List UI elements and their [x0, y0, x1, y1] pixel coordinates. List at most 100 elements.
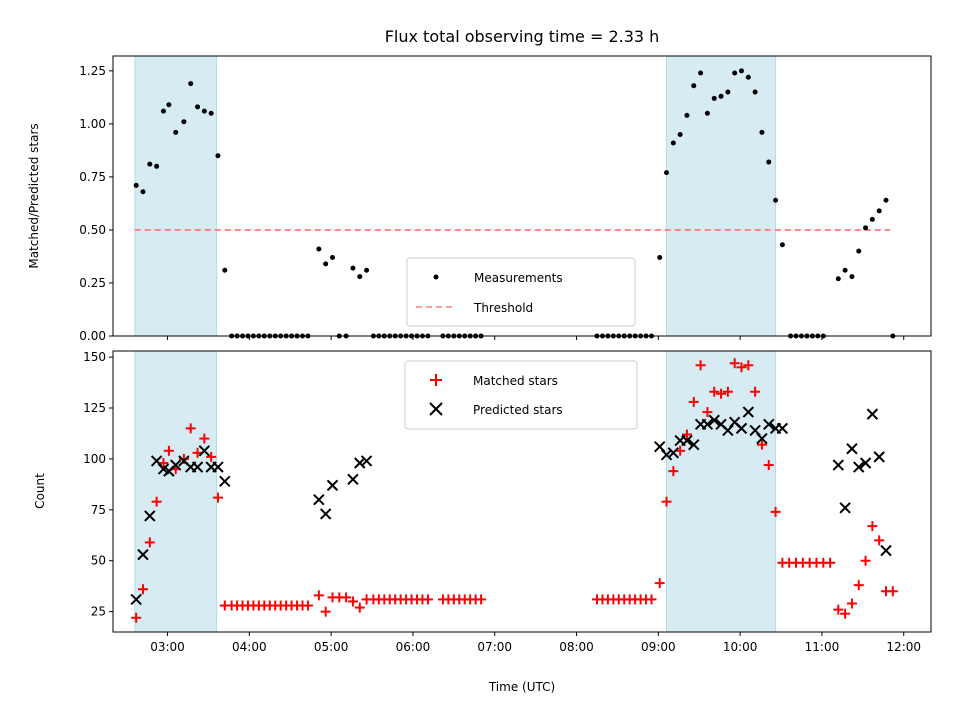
x-tick-label: 07:00	[477, 640, 512, 654]
y-tick-label: 100	[83, 452, 106, 466]
predicted-star-point	[212, 461, 224, 473]
measurement-point	[738, 68, 744, 74]
matched-star-point	[688, 396, 699, 407]
measurement-point	[725, 89, 731, 95]
measurement-point	[657, 255, 663, 261]
measurement-point	[147, 161, 153, 167]
predicted-star-point	[846, 443, 858, 455]
measurement-point	[208, 110, 214, 116]
matched-star-point	[770, 506, 781, 517]
measurement-point	[323, 261, 329, 267]
y-tick-label: 0.75	[79, 170, 106, 184]
predicted-star-point	[735, 422, 748, 435]
measurement-point	[745, 74, 751, 80]
predicted-star-point	[191, 461, 204, 473]
predicted-star-point	[313, 493, 325, 506]
matched-star-point	[206, 451, 217, 462]
matched-star-point	[750, 386, 761, 397]
y-tick-label: 0.50	[79, 223, 106, 237]
measurement-point	[842, 267, 848, 273]
matched-star-point	[131, 612, 142, 623]
predicted-star-point	[880, 544, 892, 557]
matched-star-point	[320, 606, 331, 617]
measurement-point	[677, 131, 683, 137]
matched-star-point	[840, 608, 851, 619]
measurement-point	[856, 248, 862, 254]
matched-star-point	[736, 362, 747, 373]
legend-label-matched: Matched stars	[473, 374, 558, 388]
legend-label-threshold: Threshold	[473, 301, 533, 315]
matched-star-point	[874, 535, 885, 546]
predicted-star-point	[144, 510, 156, 522]
y-tick-label: 0.00	[79, 329, 106, 343]
predicted-star-point	[853, 461, 865, 473]
matched-star-point	[212, 492, 223, 503]
measurement-point	[160, 108, 166, 114]
matched-star-point	[887, 586, 898, 597]
bottom-plot-frame	[112, 350, 932, 633]
measurement-point	[759, 129, 765, 135]
x-tick-label: 12:00	[886, 640, 921, 654]
observing-window	[666, 55, 777, 337]
top-y-axis-label: Matched/Predicted stars	[27, 123, 41, 268]
matched-star-point	[702, 407, 713, 418]
measurement-point	[869, 216, 875, 222]
measurement-point	[670, 140, 676, 146]
observing-window	[134, 55, 218, 337]
matched-star-point	[137, 584, 148, 595]
measurement-point	[883, 197, 889, 203]
measurement-point	[357, 274, 363, 280]
predicted-star-point	[701, 418, 714, 431]
x-tick-label: 11:00	[805, 640, 840, 654]
y-tick-label: 1.25	[79, 64, 106, 78]
predicted-star-point	[776, 422, 789, 435]
y-tick-label: 75	[91, 503, 106, 517]
measurement-point	[188, 81, 194, 87]
measurement-point	[215, 153, 221, 159]
measurement-point	[732, 70, 738, 76]
bottom-legend: Matched stars Predicted stars	[404, 360, 638, 430]
x-tick-label: 05:00	[314, 640, 349, 654]
measurement-point	[684, 112, 690, 118]
matched-star-point	[716, 388, 727, 399]
predicted-star-point	[708, 414, 720, 426]
matched-star-point	[144, 537, 155, 548]
legend-marker-predicted	[429, 402, 443, 416]
matched-star-point	[853, 580, 864, 591]
matched-star-point	[722, 386, 733, 397]
matched-star-point	[313, 590, 324, 601]
matched-star-point	[763, 460, 774, 471]
predicted-star-point	[866, 408, 879, 420]
measurement-point	[173, 129, 179, 135]
chart-title: Flux total observing time = 2.33 h	[385, 27, 660, 46]
x-tick-label: 04:00	[232, 640, 267, 654]
predicted-star-point	[756, 432, 768, 445]
y-tick-label: 1.00	[79, 117, 106, 131]
matched-star-point	[422, 594, 433, 605]
measurement-point	[195, 104, 201, 110]
bottom-y-ticks: 25 50 75 100 125 150	[83, 350, 113, 619]
measurement-point	[718, 93, 724, 99]
matched-star-point	[151, 496, 162, 507]
measurement-point	[166, 102, 172, 108]
x-axis-label: Time (UTC)	[488, 680, 555, 694]
measurement-point	[329, 255, 335, 261]
bottom-legend-box	[404, 360, 638, 430]
y-tick-label: 50	[91, 554, 106, 568]
legend-marker-measurements	[433, 274, 439, 280]
predicted-star-point	[198, 445, 211, 457]
predicted-star-point	[130, 593, 142, 606]
x-tick-label: 03:00	[150, 640, 185, 654]
measurement-point	[201, 108, 207, 114]
measurement-point	[752, 89, 758, 95]
matched-star-point	[729, 358, 740, 369]
measurement-point	[154, 163, 160, 169]
matched-star-point	[860, 555, 871, 566]
bottom-x-ticks: 03:00 04:00 05:00 06:00 07:00 08:00 09:00 10:00…	[150, 632, 921, 654]
matched-star-point	[668, 466, 679, 477]
matched-star-point	[302, 600, 313, 611]
predicted-star-point	[319, 508, 332, 520]
top-x-ticks	[167, 336, 905, 340]
measurement-point	[316, 246, 322, 252]
